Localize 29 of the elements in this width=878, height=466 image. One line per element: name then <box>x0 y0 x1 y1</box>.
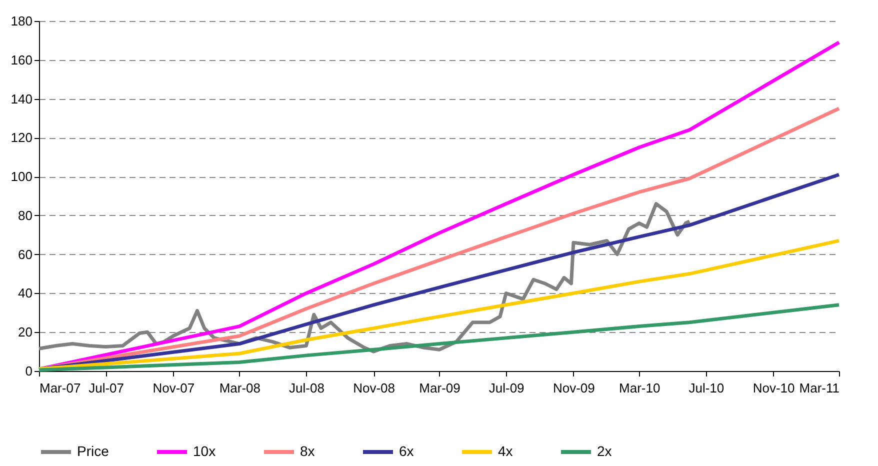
y-tick-label: 160 <box>10 52 32 68</box>
y-tick-label: 140 <box>10 91 32 106</box>
x-tick-label: Jul-09 <box>488 380 524 396</box>
y-tick-label: 180 <box>10 14 32 28</box>
x-tick-label: Mar-09 <box>419 380 460 396</box>
y-tick-label: 60 <box>18 246 32 262</box>
x-tick-label: Nov-08 <box>353 380 396 396</box>
x-tick-label: Mar-10 <box>619 380 660 396</box>
x-tick-label: Mar-11 <box>799 380 840 396</box>
legend-label: 10x <box>193 443 216 459</box>
x-tick-label: Mar-07 <box>40 380 81 396</box>
legend-label: 2x <box>597 443 612 459</box>
y-tick-label: 100 <box>10 169 32 184</box>
y-tick-label: 40 <box>18 286 32 301</box>
x-tick-label: Mar-08 <box>219 380 261 396</box>
x-tick-label: Jul-08 <box>289 380 324 396</box>
x-tick-label: Jul-07 <box>88 380 124 396</box>
y-tick-label: 0 <box>25 364 32 378</box>
x-tick-label: Nov-09 <box>552 380 595 396</box>
x-tick-label: Nov-10 <box>752 380 795 396</box>
legend-label: Price <box>77 443 110 459</box>
legend-label: 6x <box>399 443 414 459</box>
legend-label: 8x <box>300 443 315 459</box>
y-tick-label: 120 <box>10 130 32 146</box>
x-tick-label: Nov-07 <box>152 380 195 396</box>
x-tick-label: Jul-10 <box>688 380 724 396</box>
y-tick-label: 20 <box>18 324 32 340</box>
y-tick-label: 80 <box>18 208 32 223</box>
legend-label: 4x <box>498 443 513 459</box>
